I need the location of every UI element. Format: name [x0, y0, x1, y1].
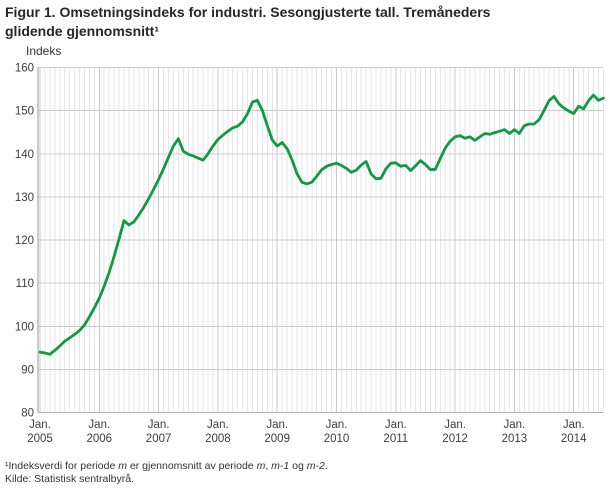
x-tick-label-month: Jan.	[444, 419, 466, 431]
y-tick-label: 160	[15, 63, 34, 75]
footnotes: ¹Indeksverdi for periode m er gjennomsni…	[5, 460, 328, 485]
x-tick-label-month: Jan.	[326, 419, 348, 431]
x-tick-label-year: 2009	[264, 433, 290, 445]
x-tick-label-month: Jan.	[88, 419, 110, 431]
footnote-text: og	[289, 460, 307, 472]
x-tick-label-year: 2012	[442, 433, 468, 445]
x-tick-label-year: 2006	[87, 433, 113, 445]
y-tick-label: 130	[15, 192, 34, 204]
footnote-text: .	[324, 460, 328, 472]
y-tick-label: 100	[15, 321, 34, 333]
x-tick-label-year: 2010	[324, 433, 350, 445]
y-tick-label: 120	[15, 235, 34, 247]
x-tick-label-year: 2011	[383, 433, 408, 445]
x-tick-label-month: Jan.	[148, 419, 170, 431]
footnote-italic-term: m-1	[271, 460, 290, 472]
y-tick-label: 110	[16, 278, 34, 290]
x-tick-label-month: Jan.	[563, 419, 585, 431]
footnote-text: ,	[265, 460, 272, 472]
x-tick-label-year: 2013	[502, 433, 528, 445]
source-line: Kilde: Statistisk sentralbyrå.	[5, 472, 134, 485]
footnote-text: ¹Indeksverdi for periode	[5, 460, 119, 472]
x-tick-label-year: 2014	[561, 433, 587, 445]
footnote: ¹Indeksverdi for periode m er gjennomsni…	[5, 460, 328, 473]
x-tick-label-year: 2008	[205, 433, 231, 445]
x-tick-label-month: Jan.	[266, 419, 288, 431]
x-tick-label-month: Jan.	[29, 419, 51, 431]
y-tick-label: 90	[21, 364, 34, 376]
footnote-italic-term: m	[256, 460, 266, 472]
x-tick-label-year: 2007	[146, 433, 172, 445]
x-tick-label-year: 2005	[27, 433, 53, 445]
x-tick-label-month: Jan.	[504, 419, 526, 431]
footnote-text: er gjennomsnitt av periode	[126, 460, 257, 472]
y-axis-title: Indeks	[26, 44, 62, 58]
y-tick-label: 80	[21, 408, 34, 420]
x-tick-label-month: Jan.	[207, 419, 229, 431]
footnote-italic-term: m	[118, 460, 127, 472]
data-line	[38, 93, 605, 356]
footnote-italic-term: m-2	[306, 460, 325, 472]
y-tick-label: 150	[15, 106, 34, 118]
y-tick-label: 140	[15, 149, 34, 161]
figure-title: Figur 1. Omsetningsindeks for industri. …	[5, 4, 491, 39]
x-tick-label-month: Jan.	[385, 419, 407, 431]
